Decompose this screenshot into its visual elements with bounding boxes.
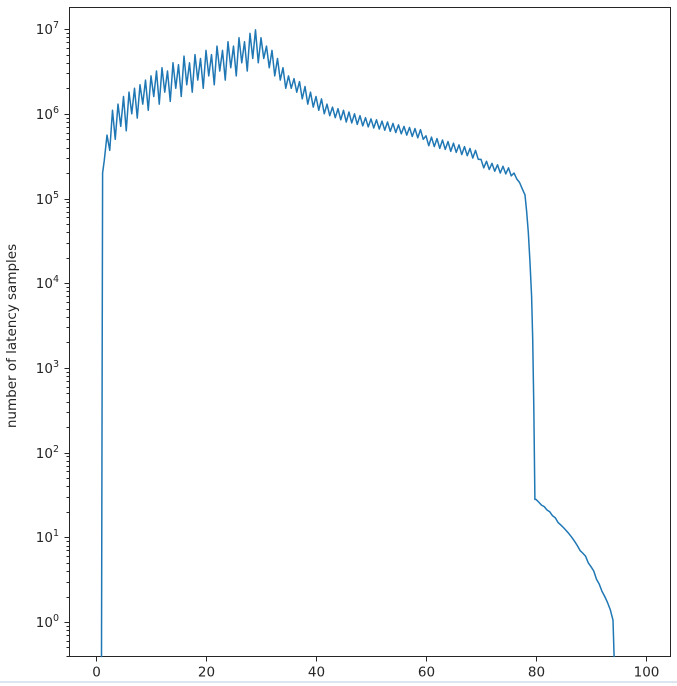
y-axis-label: number of latency samples	[4, 244, 20, 428]
axes-frame	[69, 7, 671, 657]
y-tick-label: 101	[36, 528, 59, 546]
x-tick-label: 60	[418, 665, 435, 681]
latency-curve	[100, 29, 615, 658]
x-axis-major-ticks	[96, 656, 647, 662]
y-tick-label: 107	[36, 20, 59, 38]
x-tick-label: 40	[308, 665, 325, 681]
y-axis-major-ticks	[64, 29, 70, 623]
x-tick-label: 0	[92, 665, 101, 681]
y-tick-label: 106	[36, 105, 59, 123]
x-tick-label: 20	[198, 665, 215, 681]
plot-series	[100, 29, 615, 658]
y-tick-label: 103	[36, 359, 59, 377]
y-tick-label: 100	[36, 613, 59, 631]
axis-tick-labels: 0 20 40 60 80 100 100 101 102 103 104 105 106 107	[36, 20, 660, 681]
page-bottom-divider	[0, 681, 677, 683]
axes-spines	[69, 7, 671, 657]
y-tick-label: 104	[36, 274, 59, 292]
y-tick-label: 105	[36, 190, 59, 208]
y-tick-label: 102	[36, 444, 59, 462]
x-tick-label: 100	[634, 665, 660, 681]
x-tick-label: 80	[528, 665, 545, 681]
